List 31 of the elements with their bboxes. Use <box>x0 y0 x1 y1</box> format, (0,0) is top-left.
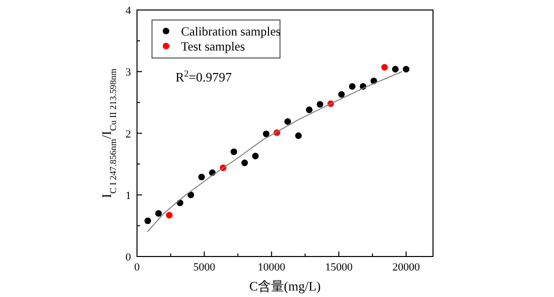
y-tick-label: 3 <box>126 66 132 79</box>
point <box>144 217 152 224</box>
point <box>198 174 205 180</box>
point <box>306 106 313 114</box>
x-tick-label: 20000 <box>392 262 420 274</box>
point <box>402 66 410 72</box>
point <box>295 132 302 140</box>
annotation: R$^{2}$=0.9797 <box>175 68 232 84</box>
point <box>230 148 238 156</box>
point <box>241 160 248 166</box>
x-tick-label: 15000 <box>325 262 354 274</box>
y-tick-label: 1 <box>126 190 131 202</box>
point <box>284 118 291 125</box>
y-tick-label: 0 <box>126 252 132 264</box>
point <box>392 66 399 72</box>
legend-label: Test samples <box>181 40 246 54</box>
point <box>166 212 173 219</box>
point <box>262 130 270 138</box>
point <box>381 64 388 71</box>
y-tick-label: 2 <box>126 128 131 140</box>
x-axis-title: C含量(mg/L) <box>249 278 321 294</box>
point <box>348 83 356 90</box>
point <box>155 210 162 217</box>
point <box>188 192 194 198</box>
point <box>316 100 324 108</box>
x-tick-label: 5000 <box>193 262 216 274</box>
x-tick-label: 0 <box>134 262 140 274</box>
x-tick-label: 10000 <box>258 262 286 274</box>
point <box>338 91 345 98</box>
point <box>252 152 259 160</box>
y-tick-label: 4 <box>126 5 132 17</box>
